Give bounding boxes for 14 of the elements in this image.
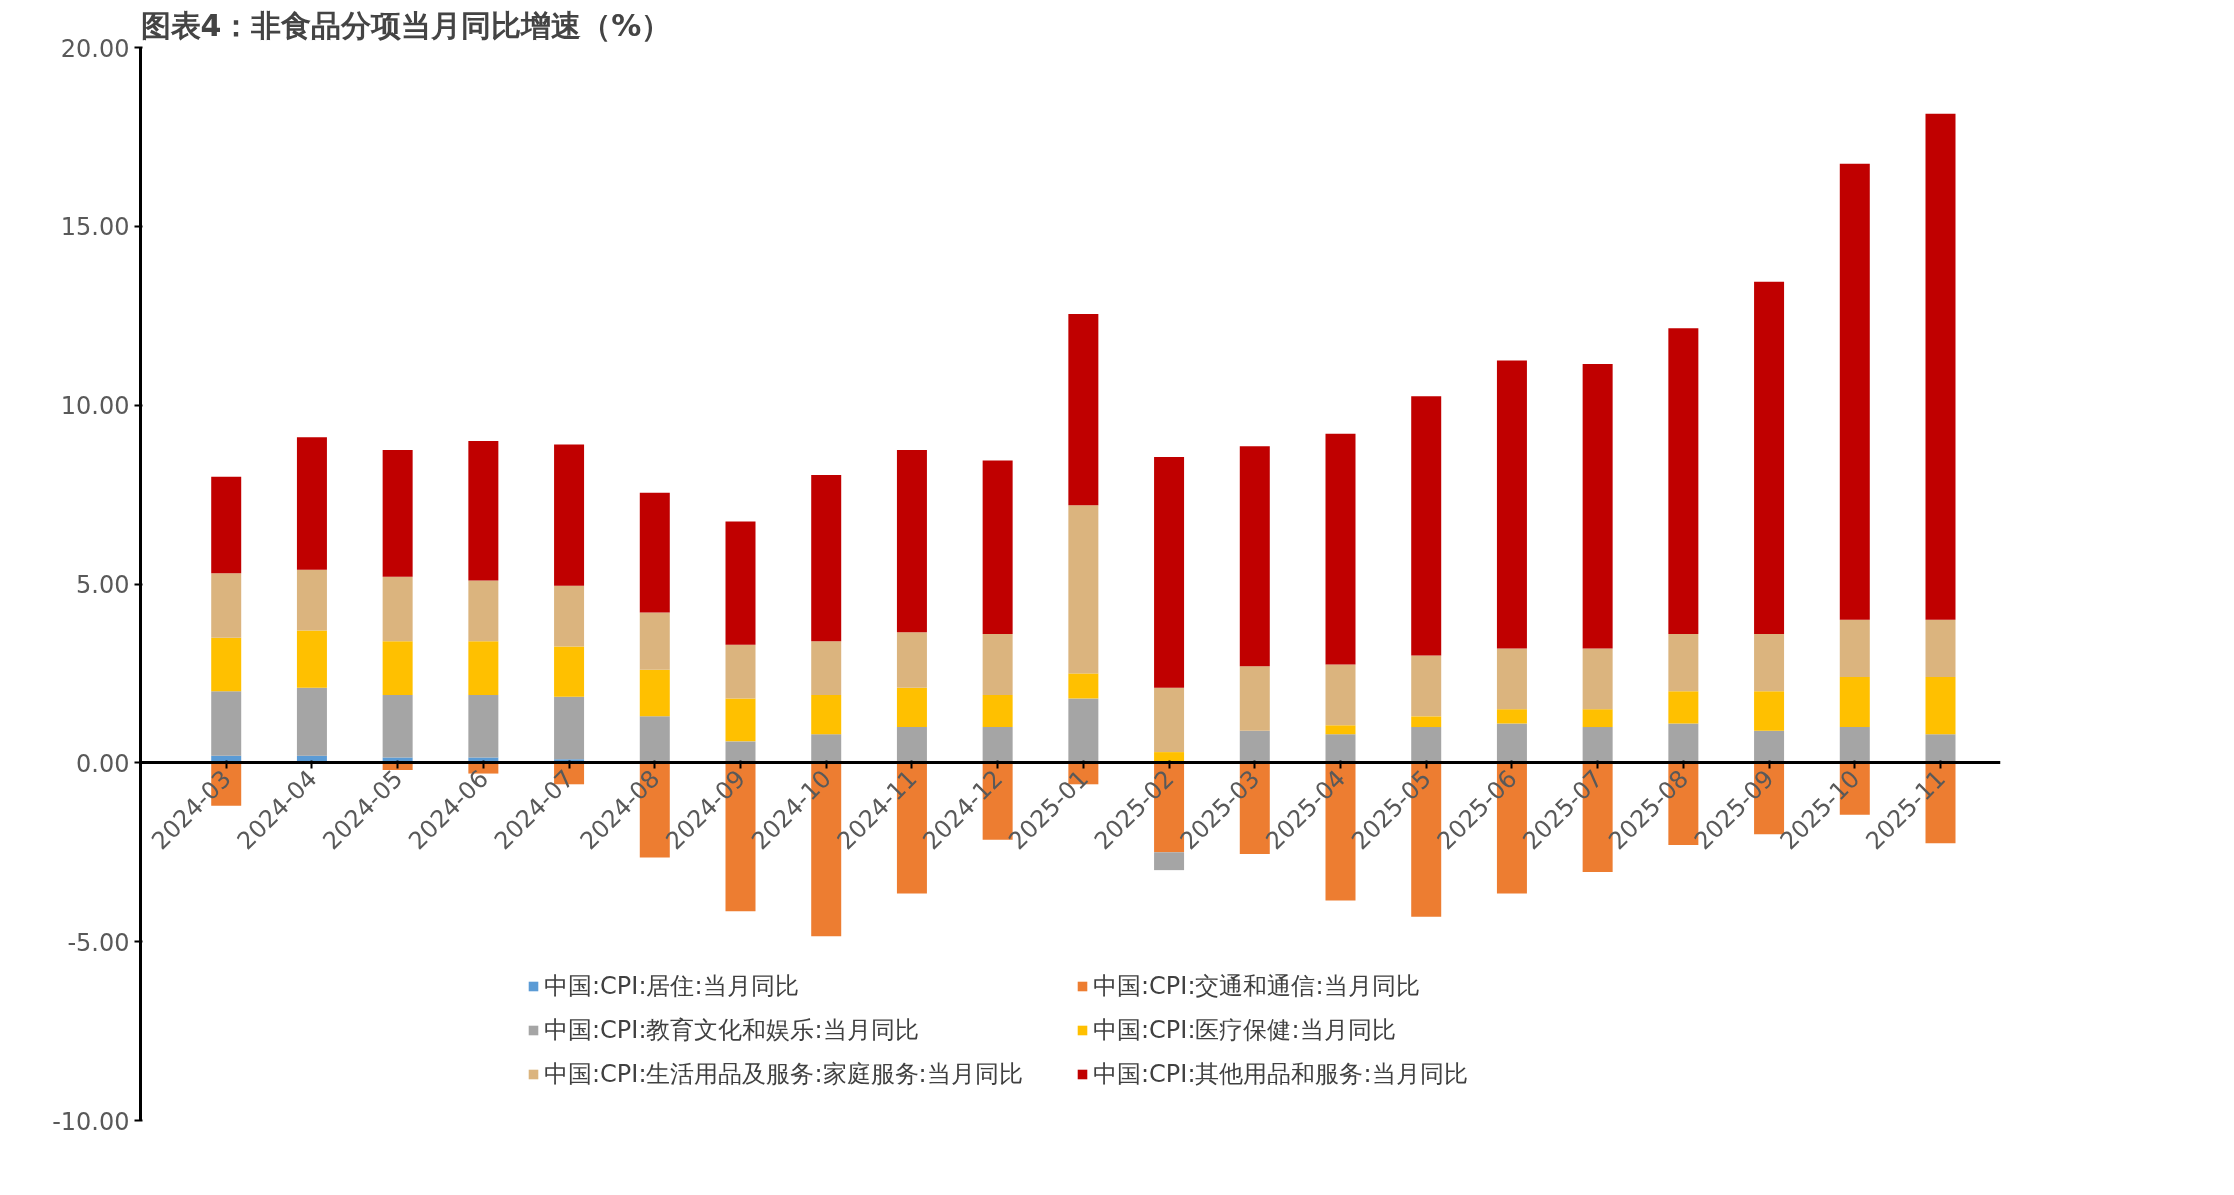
y-tick-label: 20.00	[60, 34, 130, 63]
chart-title: 图表4：非食品分项当月同比增速（%）	[140, 7, 672, 43]
y-tick-label: 0.00	[76, 749, 130, 778]
legend-label: 中国:CPI:居住:当月同比	[544, 971, 800, 1002]
legend-label: 中国:CPI:教育文化和娱乐:当月同比	[544, 1015, 920, 1046]
legend-label: 中国:CPI:生活用品及服务:家庭服务:当月同比	[544, 1059, 1024, 1090]
y-tick-label: 5.00	[76, 571, 130, 599]
y-tick-label: 10.00	[60, 392, 130, 421]
y-tick-label: 15.00	[60, 213, 130, 242]
legend-label: 中国:CPI:其他用品和服务:当月同比	[1093, 1059, 1469, 1090]
legend-label: 中国:CPI:医疗保健:当月同比	[1093, 1015, 1397, 1046]
y-tick-label: -10.00	[52, 1107, 130, 1136]
y-tick-label: -5.00	[67, 928, 130, 957]
legend-label: 中国:CPI:交通和通信:当月同比	[1093, 971, 1421, 1002]
